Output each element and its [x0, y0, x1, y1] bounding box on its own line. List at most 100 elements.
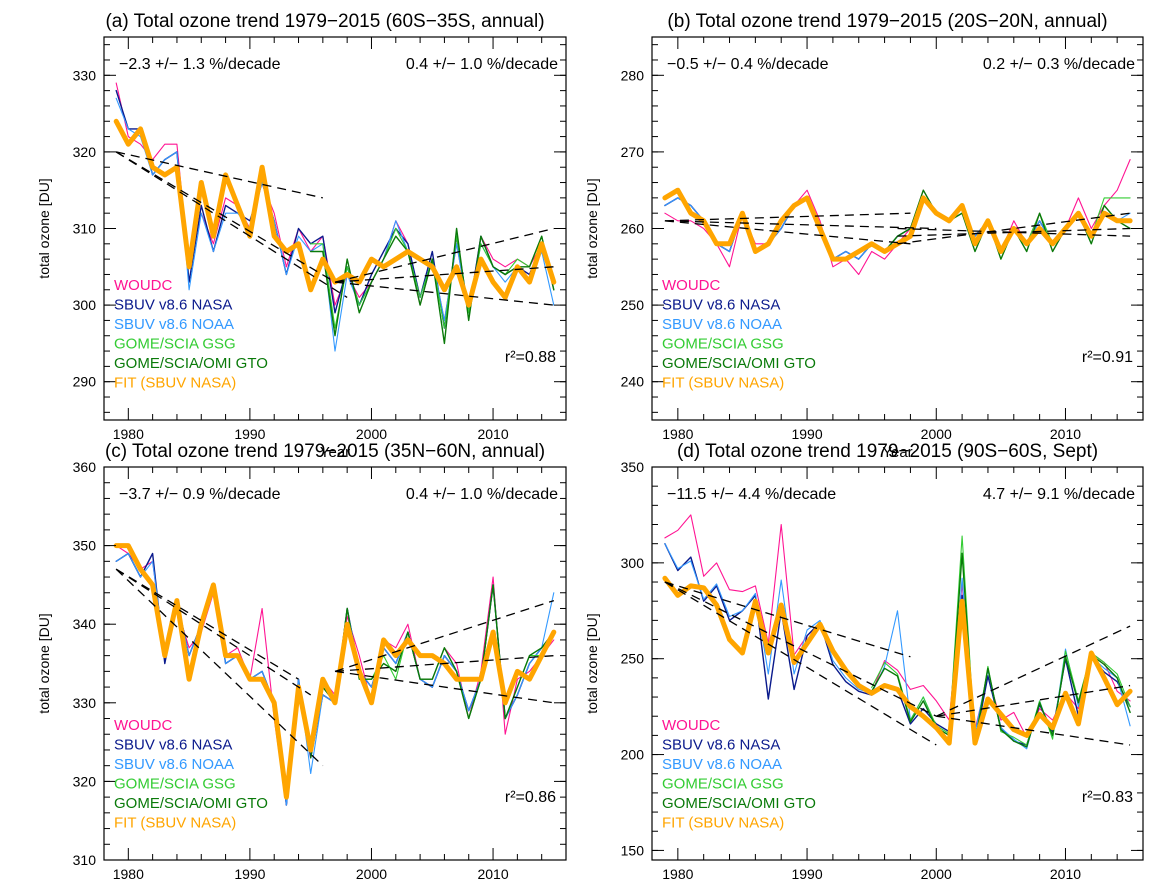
y-tick-label: 290 [73, 374, 97, 390]
plot-area [113, 82, 557, 352]
series-line-fit [662, 187, 1133, 262]
trend-line-1 [664, 581, 937, 717]
x-tick-label: 1980 [113, 426, 144, 442]
legend-entry-sbuv-nasa: SBUV v8.6 NASA [662, 297, 780, 314]
trend-line-1 [115, 151, 336, 283]
x-tick-label: 2000 [921, 426, 952, 442]
legend-entry-gome-scia-gsg: GOME/SCIA GSG [662, 336, 784, 353]
series-line-fit [662, 575, 1133, 746]
trend-line-5 [897, 212, 1131, 245]
legend: WOUDC SBUV v8.6 NASA SBUV v8.6 NOAA GOME/SC… [662, 277, 816, 392]
trend-line-3 [115, 568, 324, 767]
trend-line-2 [115, 568, 299, 680]
legend-entry-gome-scia-omi-gto: GOME/SCIA/OMI GTO [114, 795, 268, 812]
r-squared-label: r²=0.86 [505, 789, 556, 806]
legend-entry-woudc: WOUDC [114, 277, 172, 294]
legend: WOUDC SBUV v8.6 NASA SBUV v8.6 NOAA GOME/SC… [662, 717, 816, 832]
trend-line-3 [664, 581, 911, 658]
plot-area [662, 159, 1133, 276]
plot-area [662, 514, 1133, 750]
y-tick-label: 270 [621, 144, 645, 160]
chart-panel-c: (c) Total ozone trend 1979−2015 (35N−60N… [36, 441, 567, 882]
x-tick-label: 2010 [1050, 866, 1081, 882]
trend-annotation-left: −11.5 +/− 4.4 %/decade [667, 486, 836, 503]
y-tick-label: 320 [73, 144, 97, 160]
legend-entry-gome-scia-gsg: GOME/SCIA GSG [114, 336, 236, 353]
plot-frame [103, 466, 567, 861]
r-squared-label: r²=0.88 [505, 349, 556, 366]
legend-entry-fit: FIT (SBUV NASA) [114, 815, 236, 832]
trend-annotation-left: −0.5 +/− 0.4 %/decade [667, 56, 829, 73]
trend-line-3 [664, 212, 911, 222]
trend-annotation-right: 0.4 +/− 1.0 %/decade [406, 486, 558, 503]
legend-entry-woudc: WOUDC [662, 277, 720, 294]
trend-annotation-right: 4.7 +/− 9.1 %/decade [983, 486, 1135, 503]
trend-line-1 [115, 568, 312, 696]
legend-entry-sbuv-nasa: SBUV v8.6 NASA [662, 737, 780, 754]
legend-entry-fit: FIT (SBUV NASA) [662, 375, 784, 392]
trend-line-6 [334, 670, 554, 704]
plot-area [113, 543, 557, 806]
legend: WOUDC SBUV v8.6 NASA SBUV v8.6 NOAA GOME/SC… [114, 717, 268, 832]
trend-line-4 [334, 654, 554, 673]
series-line-woudc [664, 514, 1131, 738]
series-line-woudc [664, 159, 1131, 276]
legend-entry-gome-scia-omi-gto: GOME/SCIA/OMI GTO [662, 355, 816, 372]
trend-line-4 [936, 684, 1131, 717]
legend-entry-sbuv-noaa: SBUV v8.6 NOAA [662, 756, 782, 773]
chart-title: (d) Total ozone trend 1979−2015 (90S−60S… [677, 441, 1098, 462]
trend-line-5 [334, 227, 554, 283]
y-tick-label: 330 [73, 67, 97, 83]
trend-line-6 [897, 227, 1131, 237]
y-tick-label: 300 [621, 555, 645, 571]
trend-annotation-right: 0.2 +/− 0.3 %/decade [983, 56, 1135, 73]
chart-title: (b) Total ozone trend 1979−2015 (20S−20N… [667, 11, 1107, 32]
y-tick-label: 340 [73, 616, 97, 632]
x-tick-label: 1990 [234, 426, 265, 442]
legend-entry-sbuv-noaa: SBUV v8.6 NOAA [114, 756, 234, 773]
trend-annotation-right: 0.4 +/− 1.0 %/decade [406, 56, 558, 73]
y-tick-label: 360 [73, 459, 97, 475]
chart-panel-a: (a) Total ozone trend 1979−2015 (60S−35S… [36, 11, 567, 461]
y-tick-label: 150 [621, 842, 645, 858]
chart-panel-d: (d) Total ozone trend 1979−2015 (90S−60S… [584, 441, 1144, 882]
legend-entry-fit: FIT (SBUV NASA) [662, 815, 784, 832]
y-tick-label: 350 [621, 459, 645, 475]
x-tick-label: 2000 [356, 866, 387, 882]
trend-line-1 [664, 220, 937, 230]
y-tick-label: 330 [73, 695, 97, 711]
legend-entry-gome-scia-gsg: GOME/SCIA GSG [662, 776, 784, 793]
chart-title: (a) Total ozone trend 1979−2015 (60S−35S… [105, 11, 544, 32]
x-tick-label: 1980 [662, 866, 693, 882]
legend-entry-fit: FIT (SBUV NASA) [114, 375, 236, 392]
trend-annotation-left: −2.3 +/− 1.3 %/decade [119, 56, 281, 73]
trend-line-4 [897, 227, 1131, 237]
trend-line-6 [936, 715, 1131, 746]
legend-entry-sbuv-nasa: SBUV v8.6 NASA [114, 737, 232, 754]
y-axis-label: total ozone [DU] [36, 178, 52, 278]
y-tick-label: 250 [621, 651, 645, 667]
trend-line-4 [334, 266, 554, 283]
x-tick-label: 1980 [113, 866, 144, 882]
x-axis-label: Year [320, 444, 350, 461]
x-axis-label: Year [882, 444, 912, 461]
x-tick-label: 1990 [791, 426, 822, 442]
y-axis-label: total ozone [DU] [584, 613, 600, 713]
y-tick-label: 310 [73, 852, 97, 868]
x-tick-label: 1980 [662, 426, 693, 442]
trend-line-2 [664, 581, 937, 746]
legend-entry-woudc: WOUDC [114, 717, 172, 734]
r-squared-label: r²=0.83 [1082, 789, 1133, 806]
trend-line-6 [334, 281, 554, 306]
legend-entry-sbuv-noaa: SBUV v8.6 NOAA [662, 316, 782, 333]
legend-entry-woudc: WOUDC [662, 717, 720, 734]
trend-line-2 [664, 220, 911, 245]
legend-entry-sbuv-nasa: SBUV v8.6 NASA [114, 297, 232, 314]
series-line-fit [113, 118, 557, 308]
y-axis-label: total ozone [DU] [36, 613, 52, 713]
x-tick-label: 1990 [791, 866, 822, 882]
legend-entry-sbuv-noaa: SBUV v8.6 NOAA [114, 316, 234, 333]
y-tick-label: 240 [621, 374, 645, 390]
series-line-fit [113, 543, 557, 800]
